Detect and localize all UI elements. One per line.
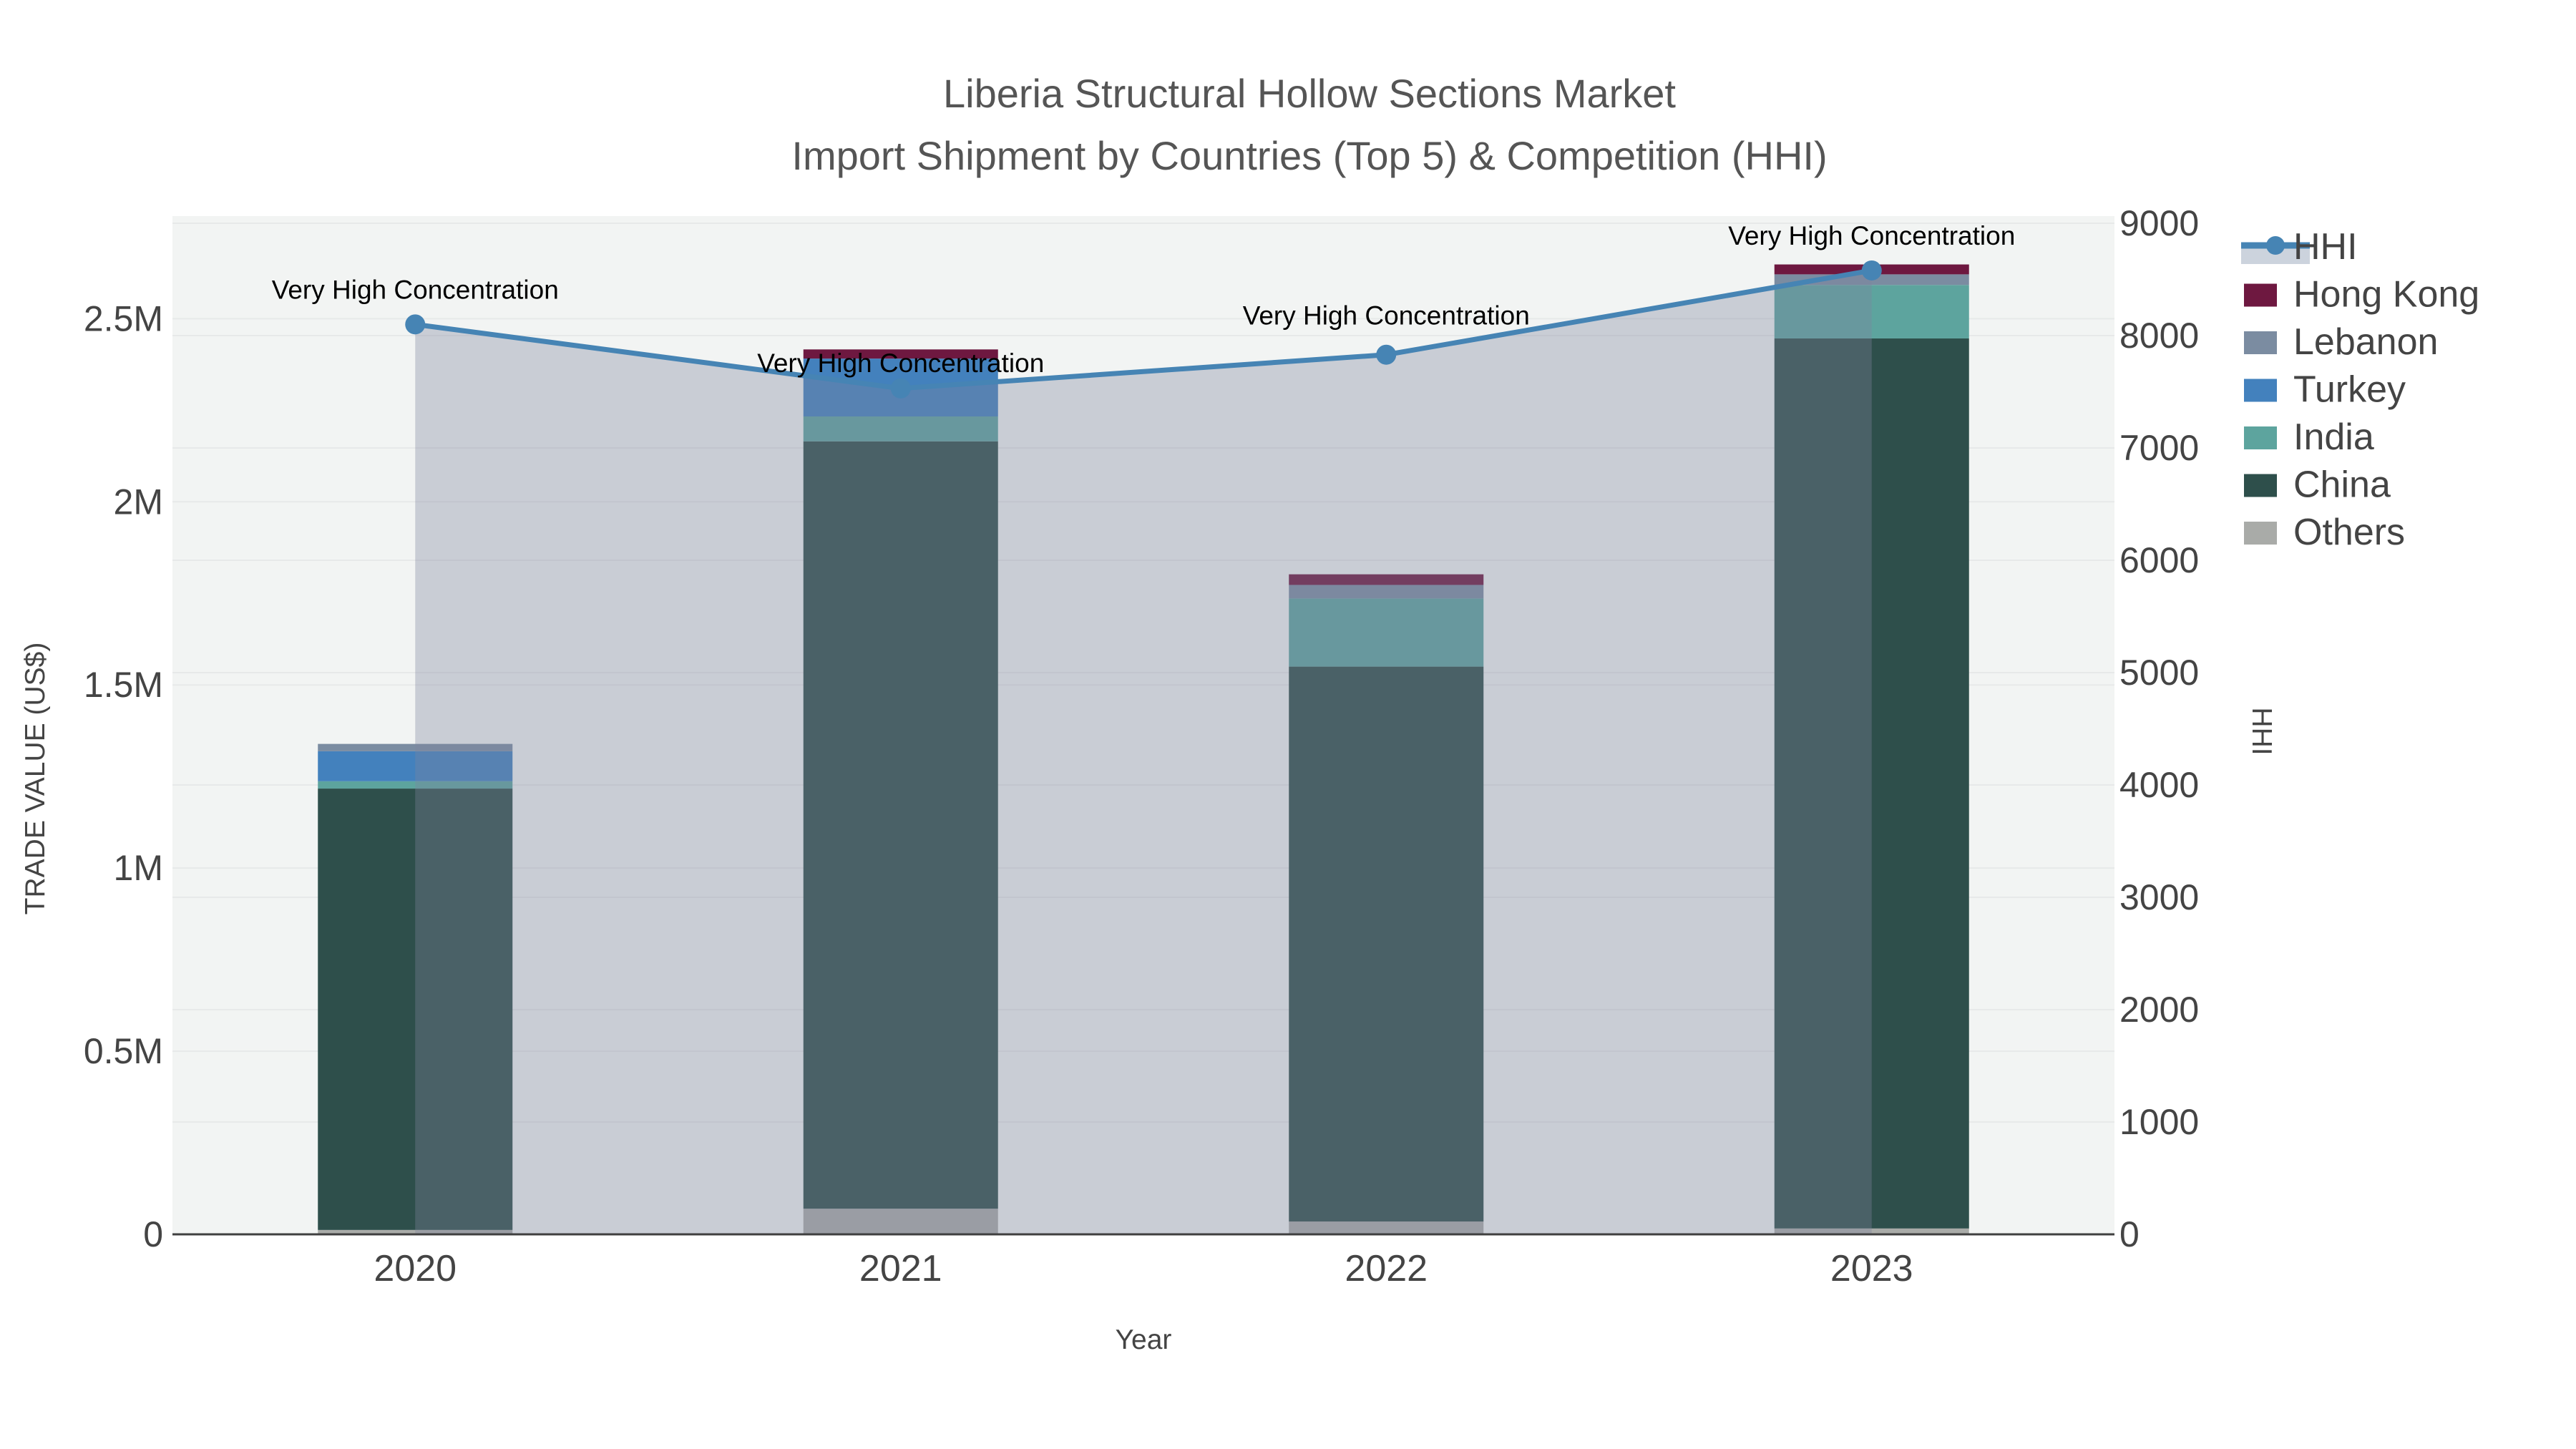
hhi-line (414, 268, 1873, 391)
legend-label-lebanon: Lebanon (2293, 321, 2438, 363)
bar-china-2022[interactable] (1289, 666, 1484, 1222)
bar-china-2021[interactable] (803, 441, 998, 1209)
y-left-tick-0.5M: 0.5M (84, 1031, 163, 1071)
bar-india-2021[interactable] (803, 416, 998, 441)
y-right-tick-3000: 3000 (2119, 877, 2199, 917)
bar-turkey-2020[interactable] (318, 751, 513, 781)
legend-swatch-turkey (2244, 379, 2277, 402)
x-tick-2022: 2022 (1345, 1248, 1428, 1289)
bar-hong-kong-2022[interactable] (1289, 574, 1484, 585)
legend-swatch-lebanon (2244, 331, 2277, 354)
bar-others-2021[interactable] (803, 1209, 998, 1234)
y-left-tick-1.5M: 1.5M (84, 665, 163, 705)
bar-lebanon-2020[interactable] (318, 743, 513, 751)
bar-others-2022[interactable] (1289, 1221, 1484, 1234)
y-left-tick-labels: 0 0.5M 1M 1.5M 2M 2.5M (84, 298, 163, 1254)
y-left-axis-title: TRADE VALUE (US$) (20, 643, 51, 915)
chart-subtitle: Import Shipment by Countries (Top 5) & C… (791, 133, 1827, 178)
legend-item-others[interactable]: Others (2244, 512, 2405, 553)
legend-swatch-india (2244, 426, 2277, 449)
y-left-tick-2M: 2M (114, 482, 163, 522)
annotation-2023: Very High Concentration (1728, 221, 2015, 250)
y-right-tick-1000: 1000 (2119, 1102, 2199, 1142)
legend-label-hong-kong: Hong Kong (2293, 274, 2479, 316)
y-right-axis-title: HHI (2246, 707, 2277, 755)
y-left-tick-1M: 1M (114, 848, 163, 888)
legend-item-india[interactable]: India (2244, 416, 2374, 458)
legend-label-turkey: Turkey (2293, 369, 2406, 411)
x-axis-title: Year (1116, 1324, 1172, 1355)
stacked-bars (318, 264, 1969, 1234)
bar-hong-kong-2021[interactable] (803, 349, 998, 359)
y-left-tick-2.5M: 2.5M (84, 298, 163, 338)
legend-label-india: India (2293, 416, 2374, 458)
bar-india-2022[interactable] (1289, 598, 1484, 667)
x-tick-labels: 2020 2021 2022 2023 (374, 1248, 1913, 1289)
legend-item-hhi[interactable]: HHI (2241, 226, 2358, 268)
y-left-tick-0: 0 (143, 1214, 163, 1254)
y-right-tick-6000: 6000 (2119, 540, 2199, 580)
hhi-marker-swatch (2266, 236, 2285, 255)
y-right-tick-labels: 0 1000 2000 3000 4000 5000 6000 7000 8000 9000 (2119, 203, 2199, 1254)
legend-label-china: China (2293, 464, 2391, 506)
legend: HHI Hong Kong Lebanon Turkey India China Other… (2241, 226, 2479, 553)
legend-swatch-hong-kong (2244, 283, 2277, 307)
hhi-markers (405, 260, 1882, 399)
bar-lebanon-2022[interactable] (1289, 585, 1484, 599)
hhi-area-fill (415, 270, 1872, 1234)
annotations: Very High Concentration Very High Concent… (272, 221, 2016, 378)
legend-swatch-others (2244, 522, 2277, 545)
y-right-tick-7000: 7000 (2119, 428, 2199, 468)
y-right-tick-0: 0 (2119, 1214, 2140, 1254)
chart-title: Liberia Structural Hollow Sections Marke… (943, 71, 1676, 116)
legend-item-china[interactable]: China (2244, 464, 2391, 506)
legend-swatch-china (2244, 474, 2277, 497)
bar-others-2023[interactable] (1774, 1228, 1969, 1234)
y-right-tick-9000: 9000 (2119, 203, 2199, 243)
bar-india-2023[interactable] (1774, 285, 1969, 338)
bar-china-2020[interactable] (318, 789, 513, 1230)
bar-others-2020[interactable] (318, 1229, 513, 1234)
y-right-tick-8000: 8000 (2119, 316, 2199, 356)
annotation-2020: Very High Concentration (272, 275, 559, 304)
bar-china-2023[interactable] (1774, 338, 1969, 1229)
hhi-marker-2022[interactable] (1376, 344, 1397, 365)
legend-item-hong-kong[interactable]: Hong Kong (2244, 274, 2479, 316)
hhi-marker-2020[interactable] (405, 314, 426, 335)
bar-india-2020[interactable] (318, 781, 513, 789)
annotation-2021: Very High Concentration (757, 348, 1044, 378)
legend-label-hhi: HHI (2293, 226, 2358, 268)
legend-label-others: Others (2293, 512, 2405, 553)
legend-item-turkey[interactable]: Turkey (2244, 369, 2406, 411)
y-right-tick-5000: 5000 (2119, 653, 2199, 693)
annotation-2022: Very High Concentration (1243, 301, 1530, 331)
legend-item-lebanon[interactable]: Lebanon (2244, 321, 2438, 363)
y-right-tick-2000: 2000 (2119, 990, 2199, 1030)
x-tick-2021: 2021 (859, 1248, 942, 1289)
hhi-marker-2021[interactable] (890, 378, 911, 399)
y-right-tick-4000: 4000 (2119, 765, 2199, 805)
x-tick-2020: 2020 (374, 1248, 457, 1289)
hhi-marker-2023[interactable] (1861, 260, 1882, 280)
x-tick-2023: 2023 (1830, 1248, 1913, 1289)
